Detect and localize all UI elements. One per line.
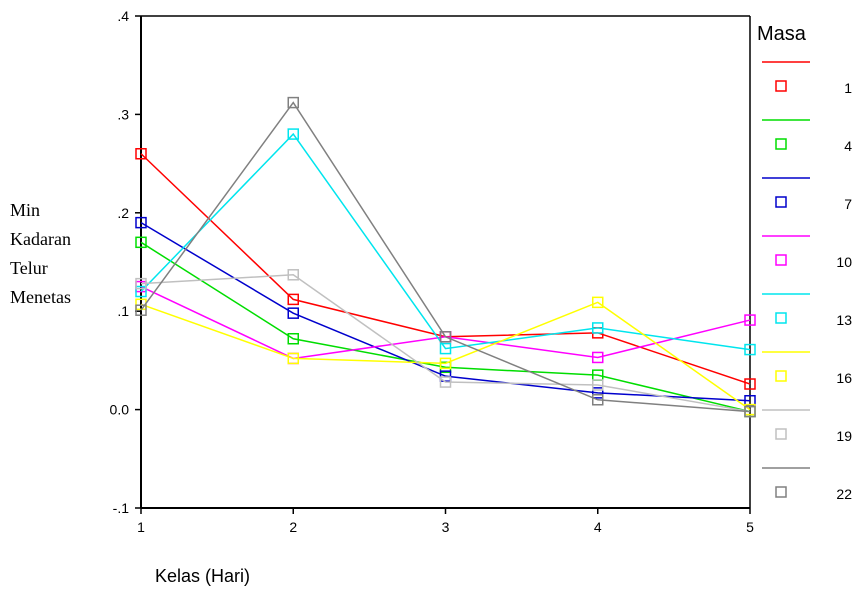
data-point-1: [744, 378, 756, 390]
legend-marker-4: [775, 138, 787, 150]
legend-marker-7: [775, 196, 787, 208]
data-point-22: [744, 405, 756, 418]
data-point-22: [439, 331, 452, 343]
y-tick-label: .1: [117, 303, 129, 319]
legend-label-16: 16: [836, 370, 852, 386]
y-axis-label-line-4: Menetas: [10, 287, 71, 307]
data-point-7: [135, 216, 147, 229]
data-point-19: [135, 277, 147, 290]
data-point-10: [592, 351, 604, 364]
legend-marker-19: [775, 428, 787, 440]
series-line-19: [140, 274, 751, 413]
legend-marker-1: [775, 80, 787, 92]
data-point-19: [592, 379, 604, 391]
y-axis-label-line-3: Telur: [10, 258, 48, 278]
legend-label-19: 19: [836, 428, 852, 444]
series-line-1: [140, 153, 751, 385]
legend-marker-10: [775, 254, 787, 266]
legend-label-10: 10: [836, 254, 852, 270]
data-point-16: [287, 352, 299, 365]
series-line-22: [140, 101, 751, 413]
series-line-4: [140, 241, 751, 413]
series-line-16: [140, 301, 751, 411]
legend-label-1: 1: [844, 80, 852, 96]
data-point-19: [287, 269, 299, 281]
data-point-1: [135, 148, 147, 160]
data-point-10: [744, 314, 756, 326]
legend-marker-16: [775, 370, 787, 382]
data-point-16: [439, 357, 452, 370]
y-tick-label: .2: [117, 205, 129, 221]
x-tick-labels: 1 2 3 4 5: [137, 508, 754, 535]
y-tick-labels: .4 .3 .2 .1 0.0 -.1: [110, 8, 141, 516]
x-tick-label: 4: [594, 519, 602, 535]
series-line-13: [140, 132, 751, 351]
x-tick-label: 1: [137, 519, 145, 535]
y-axis-label-line-2: Kadaran: [10, 229, 71, 249]
data-point-7: [592, 387, 604, 399]
y-tick-label: .3: [117, 106, 129, 122]
data-point-13: [287, 128, 299, 140]
series-lines: [135, 96, 756, 418]
y-tick-label: 0.0: [110, 402, 130, 418]
data-point-13: [744, 343, 756, 356]
y-tick-label: .4: [117, 8, 129, 24]
legend-marker-13: [775, 312, 787, 324]
legend: Masa 1 4 7 10 13 16 19 22: [757, 23, 852, 502]
data-point-4: [135, 236, 147, 249]
data-point-22: [592, 394, 604, 406]
legend-label-22: 22: [836, 486, 852, 502]
series-line-7: [140, 221, 751, 402]
data-point-19: [439, 376, 452, 388]
x-tick-label: 3: [442, 519, 450, 535]
data-point-13: [135, 285, 147, 298]
legend-title: Masa: [757, 23, 807, 45]
data-point-7: [744, 394, 756, 407]
x-tick-label: 5: [746, 519, 754, 535]
data-point-22: [135, 304, 147, 316]
data-point-7: [287, 307, 299, 319]
x-axis-label: Kelas (Hari): [155, 566, 250, 586]
legend-label-4: 4: [844, 138, 852, 154]
data-point-1: [287, 293, 299, 306]
legend-marker-22: [775, 486, 787, 498]
data-point-4: [287, 333, 299, 345]
y-axis-label-line-1: Min: [10, 200, 40, 220]
legend-label-13: 13: [836, 312, 852, 328]
x-tick-label: 2: [289, 519, 297, 535]
data-point-13: [439, 342, 452, 355]
legend-label-7: 7: [844, 196, 852, 212]
data-point-22: [287, 96, 299, 109]
y-tick-label: -.1: [113, 500, 130, 516]
data-point-13: [592, 322, 604, 334]
data-point-16: [592, 296, 604, 309]
